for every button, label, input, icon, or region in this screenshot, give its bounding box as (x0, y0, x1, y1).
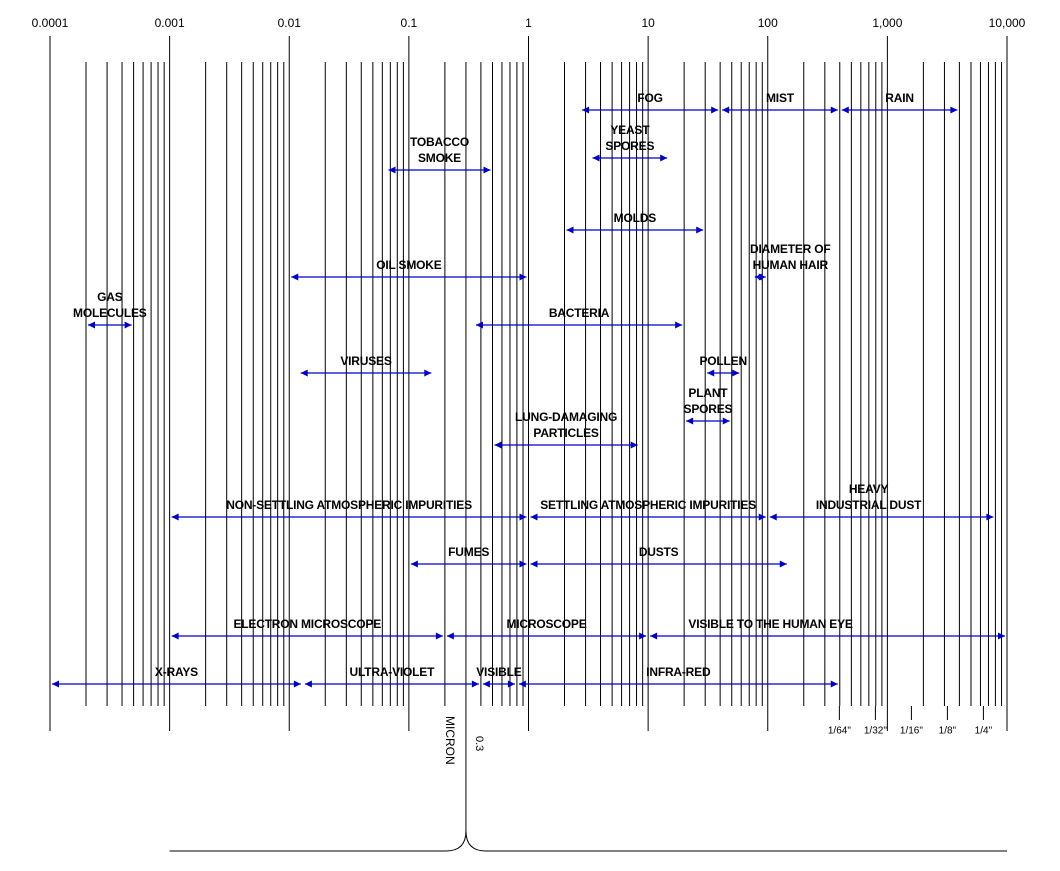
range-label: HEAVY INDUSTRIAL DUST (815, 482, 922, 512)
x-tick-label: 100 (758, 16, 778, 30)
range-label: ULTRA-VIOLET (349, 665, 435, 679)
range-label: RAIN (885, 91, 914, 105)
range-label: DIAMETER OF HUMAN HAIR (750, 242, 831, 272)
range-label: INFRA-RED (646, 665, 711, 679)
range-label: MOLDS (613, 211, 657, 225)
range-label: GAS MOLECULES (73, 290, 147, 320)
x2-tick-label: 1/32" (864, 726, 887, 737)
x2-tick-label: 1/4" (975, 726, 993, 737)
x-tick-label: 10,000 (989, 16, 1026, 30)
range-label: LUNG-DAMAGING PARTICLES (515, 410, 618, 440)
range-label: PLANT SPORES (683, 386, 733, 416)
range-label: YEAST SPORES (605, 123, 655, 153)
range-label: ELECTRON MICROSCOPE (233, 617, 382, 631)
x-tick-label: 1 (525, 16, 532, 30)
x-tick-label: 0.01 (278, 16, 302, 30)
x-tick-label: 0.001 (155, 16, 185, 30)
range-label: DUSTS (638, 545, 679, 559)
range-label: SETTLING ATMOSPHERIC IMPURITIES (540, 498, 757, 512)
range-label: VIRUSES (340, 354, 392, 368)
range-label: MICROSCOPE (506, 617, 587, 631)
x2-tick-label: 1/8" (939, 726, 957, 737)
range-label: TOBACCO SMOKE (409, 135, 470, 165)
x2-tick-label: 1/16" (900, 726, 923, 737)
x-tick-label: 0.1 (401, 16, 418, 30)
x-tick-label: 0.0001 (32, 16, 69, 30)
marker-value: 0.3 (473, 736, 485, 751)
range-label: VISIBLE (476, 665, 522, 679)
range-label: NON-SETTLING ATMOSPHERIC IMPURITIES (226, 498, 472, 512)
range-label: POLLEN (699, 354, 747, 368)
range-label: VISIBLE TO THE HUMAN EYE (688, 617, 853, 631)
marker-brace (169, 830, 1007, 852)
range-label: FOG (637, 91, 663, 105)
range-label: BACTERIA (548, 306, 610, 320)
x-tick-label: 10 (641, 16, 655, 30)
marker-label: MICRON (443, 716, 457, 765)
x2-tick-label: 1/64" (828, 726, 851, 737)
x-tick-label: 1,000 (872, 16, 902, 30)
range-label: OIL SMOKE (376, 258, 442, 272)
range-label: MIST (766, 91, 794, 105)
range-label: X-RAYS (154, 665, 198, 679)
range-label: FUMES (448, 545, 490, 559)
